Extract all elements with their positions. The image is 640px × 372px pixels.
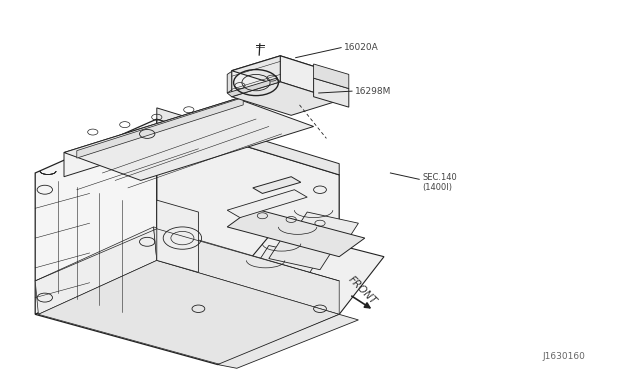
Polygon shape [227,229,384,314]
Polygon shape [232,56,280,97]
Polygon shape [250,246,320,286]
Text: SEC.140
(1400I): SEC.140 (1400I) [422,173,457,192]
Polygon shape [227,71,232,93]
Polygon shape [154,227,339,314]
Polygon shape [227,208,365,257]
Polygon shape [314,64,349,89]
Polygon shape [227,78,280,97]
Polygon shape [64,99,237,177]
Polygon shape [288,212,358,253]
Polygon shape [230,260,301,303]
Polygon shape [218,314,358,368]
Polygon shape [38,260,339,365]
Polygon shape [232,82,339,115]
Text: 16020A: 16020A [344,43,379,52]
Polygon shape [227,190,307,218]
Polygon shape [269,229,339,270]
Polygon shape [253,177,301,193]
Polygon shape [77,97,243,158]
Text: 16298M: 16298M [355,87,392,96]
Polygon shape [35,119,157,314]
Polygon shape [314,78,349,107]
Polygon shape [35,260,339,365]
Polygon shape [280,56,339,100]
Polygon shape [35,227,157,314]
Text: FRONT: FRONT [346,275,378,307]
Polygon shape [157,108,339,175]
Polygon shape [64,99,314,180]
Polygon shape [157,119,339,314]
Polygon shape [232,56,339,89]
Polygon shape [157,200,198,272]
Text: J1630160: J1630160 [543,352,586,361]
